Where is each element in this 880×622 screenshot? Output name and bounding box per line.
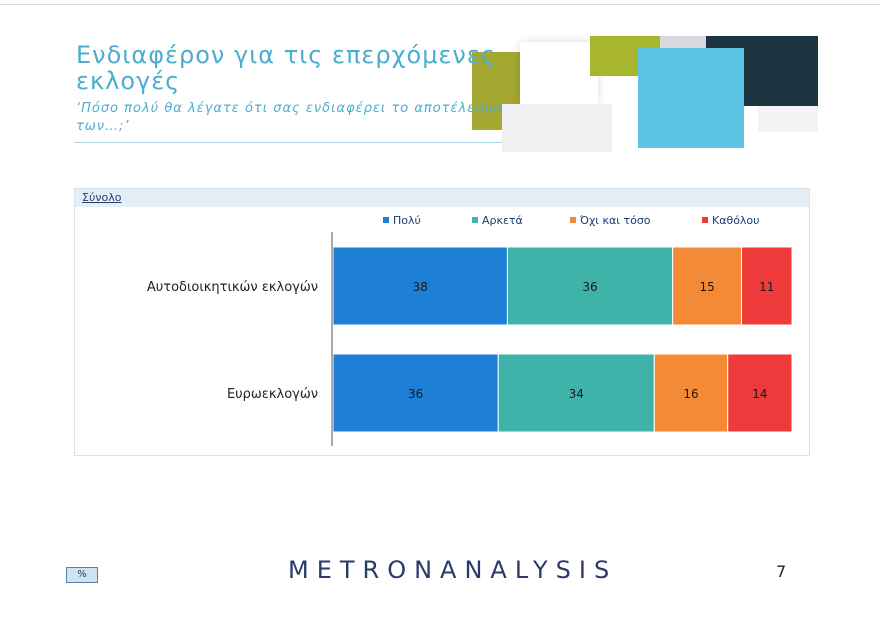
bar-segment xyxy=(332,353,499,433)
metron-analysis-logo: METRONANALYSIS xyxy=(288,556,618,584)
bar-segment xyxy=(332,246,508,326)
bar-segment xyxy=(672,246,743,326)
legend-label: Όχι και τόσο xyxy=(580,214,651,227)
legend-item-arketa: Αρκετά xyxy=(472,214,523,227)
top-rule xyxy=(0,4,880,5)
legend-item-poly: Πολύ xyxy=(383,214,421,227)
legend-label: Αρκετά xyxy=(482,214,523,227)
decorative-squares xyxy=(472,34,818,158)
data-label: 38 xyxy=(413,280,428,294)
data-label: 36 xyxy=(408,387,423,401)
data-label: 15 xyxy=(699,280,714,294)
data-label: 16 xyxy=(683,387,698,401)
category-label: Ευρωεκλογών xyxy=(227,387,318,402)
panel-header: Σύνολο xyxy=(75,189,809,207)
legend-swatch xyxy=(472,217,478,223)
percent-badge: % xyxy=(66,567,98,583)
bar-segment xyxy=(727,353,793,433)
category-label: Αυτοδιοικητικών εκλογών xyxy=(147,280,318,295)
legend-label: Πολύ xyxy=(393,214,421,227)
legend-swatch xyxy=(383,217,389,223)
legend-swatch xyxy=(702,217,708,223)
bar-segment xyxy=(506,246,674,326)
legend-label: Καθόλου xyxy=(712,214,760,227)
legend-swatch xyxy=(570,217,576,223)
legend-item-katholou: Καθόλου xyxy=(702,214,760,227)
page-title: Ενδιαφέρον για τις επερχόμενες εκλογές xyxy=(76,41,496,95)
data-label: 11 xyxy=(759,280,774,294)
page-number: 7 xyxy=(776,562,787,581)
bar-segment xyxy=(741,246,793,326)
bar-segment xyxy=(653,353,729,433)
data-label: 36 xyxy=(582,280,597,294)
data-label: 14 xyxy=(752,387,767,401)
panel-label: Σύνολο xyxy=(82,191,122,204)
title-underline xyxy=(74,142,544,143)
legend-item-ochi-kai-toso: Όχι και τόσο xyxy=(570,214,651,227)
page-subtitle: ‘Πόσο πολύ θα λέγατε ότι σας ενδιαφέρει … xyxy=(76,101,504,134)
data-label: 34 xyxy=(569,387,584,401)
bar-segment xyxy=(497,353,655,433)
